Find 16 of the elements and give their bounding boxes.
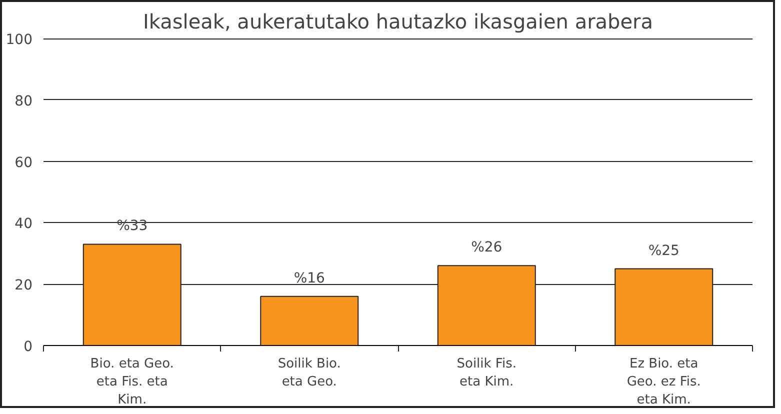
x-tick-label: Soilik Fis. eta Kim. xyxy=(456,356,517,390)
y-tick-label: 80 xyxy=(14,93,33,110)
y-tick-label: 60 xyxy=(14,154,33,171)
x-tick-label: Ez Bio. eta Geo. ez Fis. eta Kim. xyxy=(626,356,701,408)
data-label: %25 xyxy=(648,242,680,259)
data-label: %33 xyxy=(116,218,148,234)
data-label: %16 xyxy=(294,270,326,286)
y-tick-label: 20 xyxy=(14,278,33,294)
x-tick-label: Soilik Bio. eta Geo. xyxy=(278,356,341,390)
y-tick-label: 40 xyxy=(14,216,33,232)
y-tick-label: 0 xyxy=(24,339,33,355)
chart-title: Ikasleak, aukeratutako hautazko ikasgaien arabera xyxy=(142,10,654,34)
bar xyxy=(260,296,359,346)
x-tick-label: Bio. eta Geo. eta Fis. eta Kim. xyxy=(90,356,174,408)
data-label: %26 xyxy=(471,240,502,256)
y-tick-label: 100 xyxy=(6,32,33,48)
